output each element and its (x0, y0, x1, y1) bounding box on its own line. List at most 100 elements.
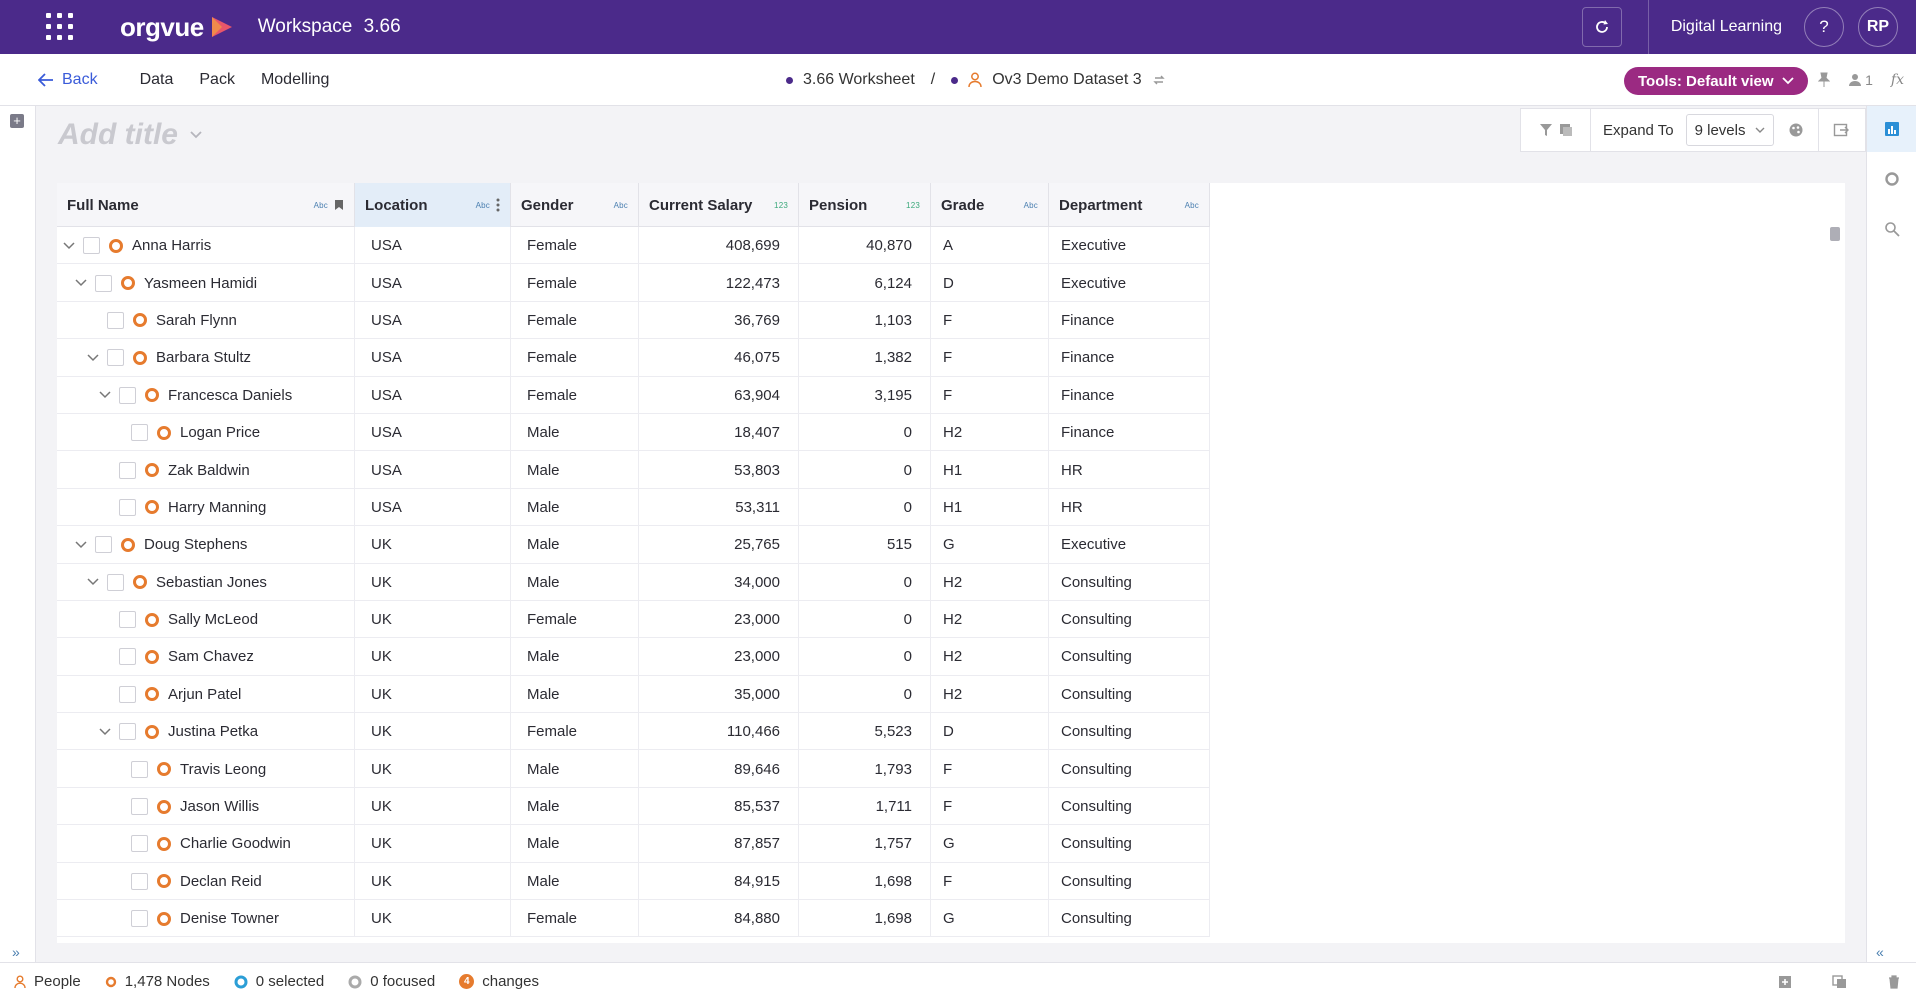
cell-location[interactable]: USA (355, 227, 511, 265)
row-checkbox[interactable] (119, 648, 136, 666)
formula-button[interactable]: fx (1890, 72, 1904, 88)
table-row[interactable]: Doug Stephens UK Male 25,765 515 G Executive (57, 526, 1210, 564)
cell-grade[interactable]: H2 (931, 638, 1049, 676)
table-row[interactable]: Yasmeen Hamidi USA Female 122,473 6,124 D Exec… (57, 264, 1210, 302)
cell-full-name[interactable]: Logan Price (57, 413, 355, 452)
changes-count[interactable]: 4 changes (459, 973, 539, 990)
cell-location[interactable]: USA (355, 376, 511, 414)
cell-current-salary[interactable]: 46,075 (639, 339, 799, 377)
cell-grade[interactable]: F (931, 301, 1049, 340)
cell-grade[interactable]: F (931, 750, 1049, 788)
breadcrumb-dataset[interactable]: Ov3 Demo Dataset 3 (992, 71, 1142, 88)
table-row[interactable]: Francesca Daniels USA Female 63,904 3,195 F Fi… (57, 376, 1210, 414)
cell-location[interactable]: USA (355, 301, 511, 340)
cell-location[interactable]: UK (355, 900, 511, 938)
cell-location[interactable]: USA (355, 339, 511, 377)
cell-full-name[interactable]: Justina Petka (57, 713, 355, 751)
table-row[interactable]: Declan Reid UK Male 84,915 1,698 F Consulting (57, 862, 1210, 901)
help-button[interactable]: ? (1804, 7, 1844, 47)
back-button[interactable]: Back (38, 71, 98, 89)
duplicate-icon[interactable] (1832, 975, 1848, 989)
cell-full-name[interactable]: Sally McLeod (57, 600, 355, 639)
cell-pension[interactable]: 0 (799, 488, 931, 527)
cell-grade[interactable]: G (931, 825, 1049, 863)
cell-location[interactable]: UK (355, 675, 511, 714)
chevron-down-icon[interactable] (75, 279, 87, 287)
cell-department[interactable]: Consulting (1049, 862, 1210, 901)
cell-current-salary[interactable]: 84,880 (639, 900, 799, 938)
chevron-down-icon[interactable] (75, 541, 87, 549)
cell-grade[interactable]: D (931, 713, 1049, 751)
cell-current-salary[interactable]: 53,803 (639, 451, 799, 489)
cell-location[interactable]: UK (355, 638, 511, 676)
column-header-location[interactable]: Location Abc (355, 183, 511, 227)
pin-icon[interactable] (1818, 72, 1831, 88)
cell-current-salary[interactable]: 23,000 (639, 638, 799, 676)
cell-department[interactable]: Consulting (1049, 713, 1210, 751)
cell-grade[interactable]: H2 (931, 600, 1049, 639)
cell-gender[interactable]: Female (511, 264, 639, 302)
cell-pension[interactable]: 0 (799, 638, 931, 676)
cell-grade[interactable]: F (931, 376, 1049, 414)
cell-full-name[interactable]: Zak Baldwin (57, 451, 355, 489)
table-row[interactable]: Anna Harris USA Female 408,699 40,870 A Execut… (57, 227, 1210, 265)
cell-gender[interactable]: Female (511, 600, 639, 639)
cell-grade[interactable]: A (931, 227, 1049, 265)
row-checkbox[interactable] (83, 237, 100, 255)
cell-grade[interactable]: G (931, 900, 1049, 938)
cell-current-salary[interactable]: 53,311 (639, 488, 799, 527)
cell-department[interactable]: Finance (1049, 301, 1210, 340)
breadcrumb-worksheet[interactable]: 3.66 Worksheet (803, 71, 915, 88)
filter-button[interactable] (1521, 108, 1591, 152)
row-checkbox[interactable] (119, 461, 136, 479)
row-checkbox[interactable] (131, 760, 148, 778)
table-row[interactable]: Harry Manning USA Male 53,311 0 H1 HR (57, 488, 1210, 527)
cell-gender[interactable]: Female (511, 227, 639, 265)
collapse-right-icon[interactable]: « (1876, 944, 1884, 960)
cell-pension[interactable]: 6,124 (799, 264, 931, 302)
cell-pension[interactable]: 0 (799, 451, 931, 489)
vertical-scrollbar[interactable] (1830, 227, 1840, 241)
cell-department[interactable]: Consulting (1049, 675, 1210, 714)
cell-department[interactable]: Finance (1049, 413, 1210, 452)
cell-department[interactable]: HR (1049, 451, 1210, 489)
cell-pension[interactable]: 3,195 (799, 376, 931, 414)
app-launcher-icon[interactable] (46, 13, 74, 41)
cell-department[interactable]: Consulting (1049, 563, 1210, 601)
cell-full-name[interactable]: Declan Reid (57, 862, 355, 901)
cell-department[interactable]: Consulting (1049, 825, 1210, 863)
table-row[interactable]: Jason Willis UK Male 85,537 1,711 F Consulting (57, 787, 1210, 826)
cell-current-salary[interactable]: 89,646 (639, 750, 799, 788)
cell-gender[interactable]: Female (511, 301, 639, 340)
chevron-down-icon[interactable] (87, 578, 99, 586)
cell-location[interactable]: UK (355, 600, 511, 639)
table-row[interactable]: Sam Chavez UK Male 23,000 0 H2 Consulting (57, 638, 1210, 676)
cell-full-name[interactable]: Francesca Daniels (57, 376, 355, 414)
cell-gender[interactable]: Female (511, 900, 639, 938)
cell-location[interactable]: USA (355, 451, 511, 489)
cell-pension[interactable]: 0 (799, 563, 931, 601)
cell-pension[interactable]: 1,711 (799, 787, 931, 826)
cell-current-salary[interactable]: 87,857 (639, 825, 799, 863)
column-header-current-salary[interactable]: Current Salary 123 (639, 183, 799, 227)
cell-full-name[interactable]: Arjun Patel (57, 675, 355, 714)
cell-current-salary[interactable]: 25,765 (639, 526, 799, 564)
cell-department[interactable]: Consulting (1049, 900, 1210, 938)
selected-count[interactable]: 0 selected (234, 973, 324, 990)
cell-pension[interactable]: 5,523 (799, 713, 931, 751)
cell-full-name[interactable]: Denise Towner (57, 900, 355, 938)
table-row[interactable]: Zak Baldwin USA Male 53,803 0 H1 HR (57, 451, 1210, 489)
cell-current-salary[interactable]: 23,000 (639, 600, 799, 639)
cell-gender[interactable]: Male (511, 563, 639, 601)
cell-location[interactable]: UK (355, 825, 511, 863)
cell-gender[interactable]: Female (511, 376, 639, 414)
export-icon[interactable] (1833, 122, 1849, 138)
cell-department[interactable]: Consulting (1049, 600, 1210, 639)
cell-full-name[interactable]: Sam Chavez (57, 638, 355, 676)
title-input[interactable]: Add title (58, 118, 202, 152)
chart-panel-button[interactable] (1867, 106, 1916, 152)
cell-full-name[interactable]: Jason Willis (57, 787, 355, 826)
dataset-type[interactable]: People (14, 973, 81, 990)
digital-learning-link[interactable]: Digital Learning (1670, 18, 1782, 35)
cell-full-name[interactable]: Sarah Flynn (57, 301, 355, 340)
